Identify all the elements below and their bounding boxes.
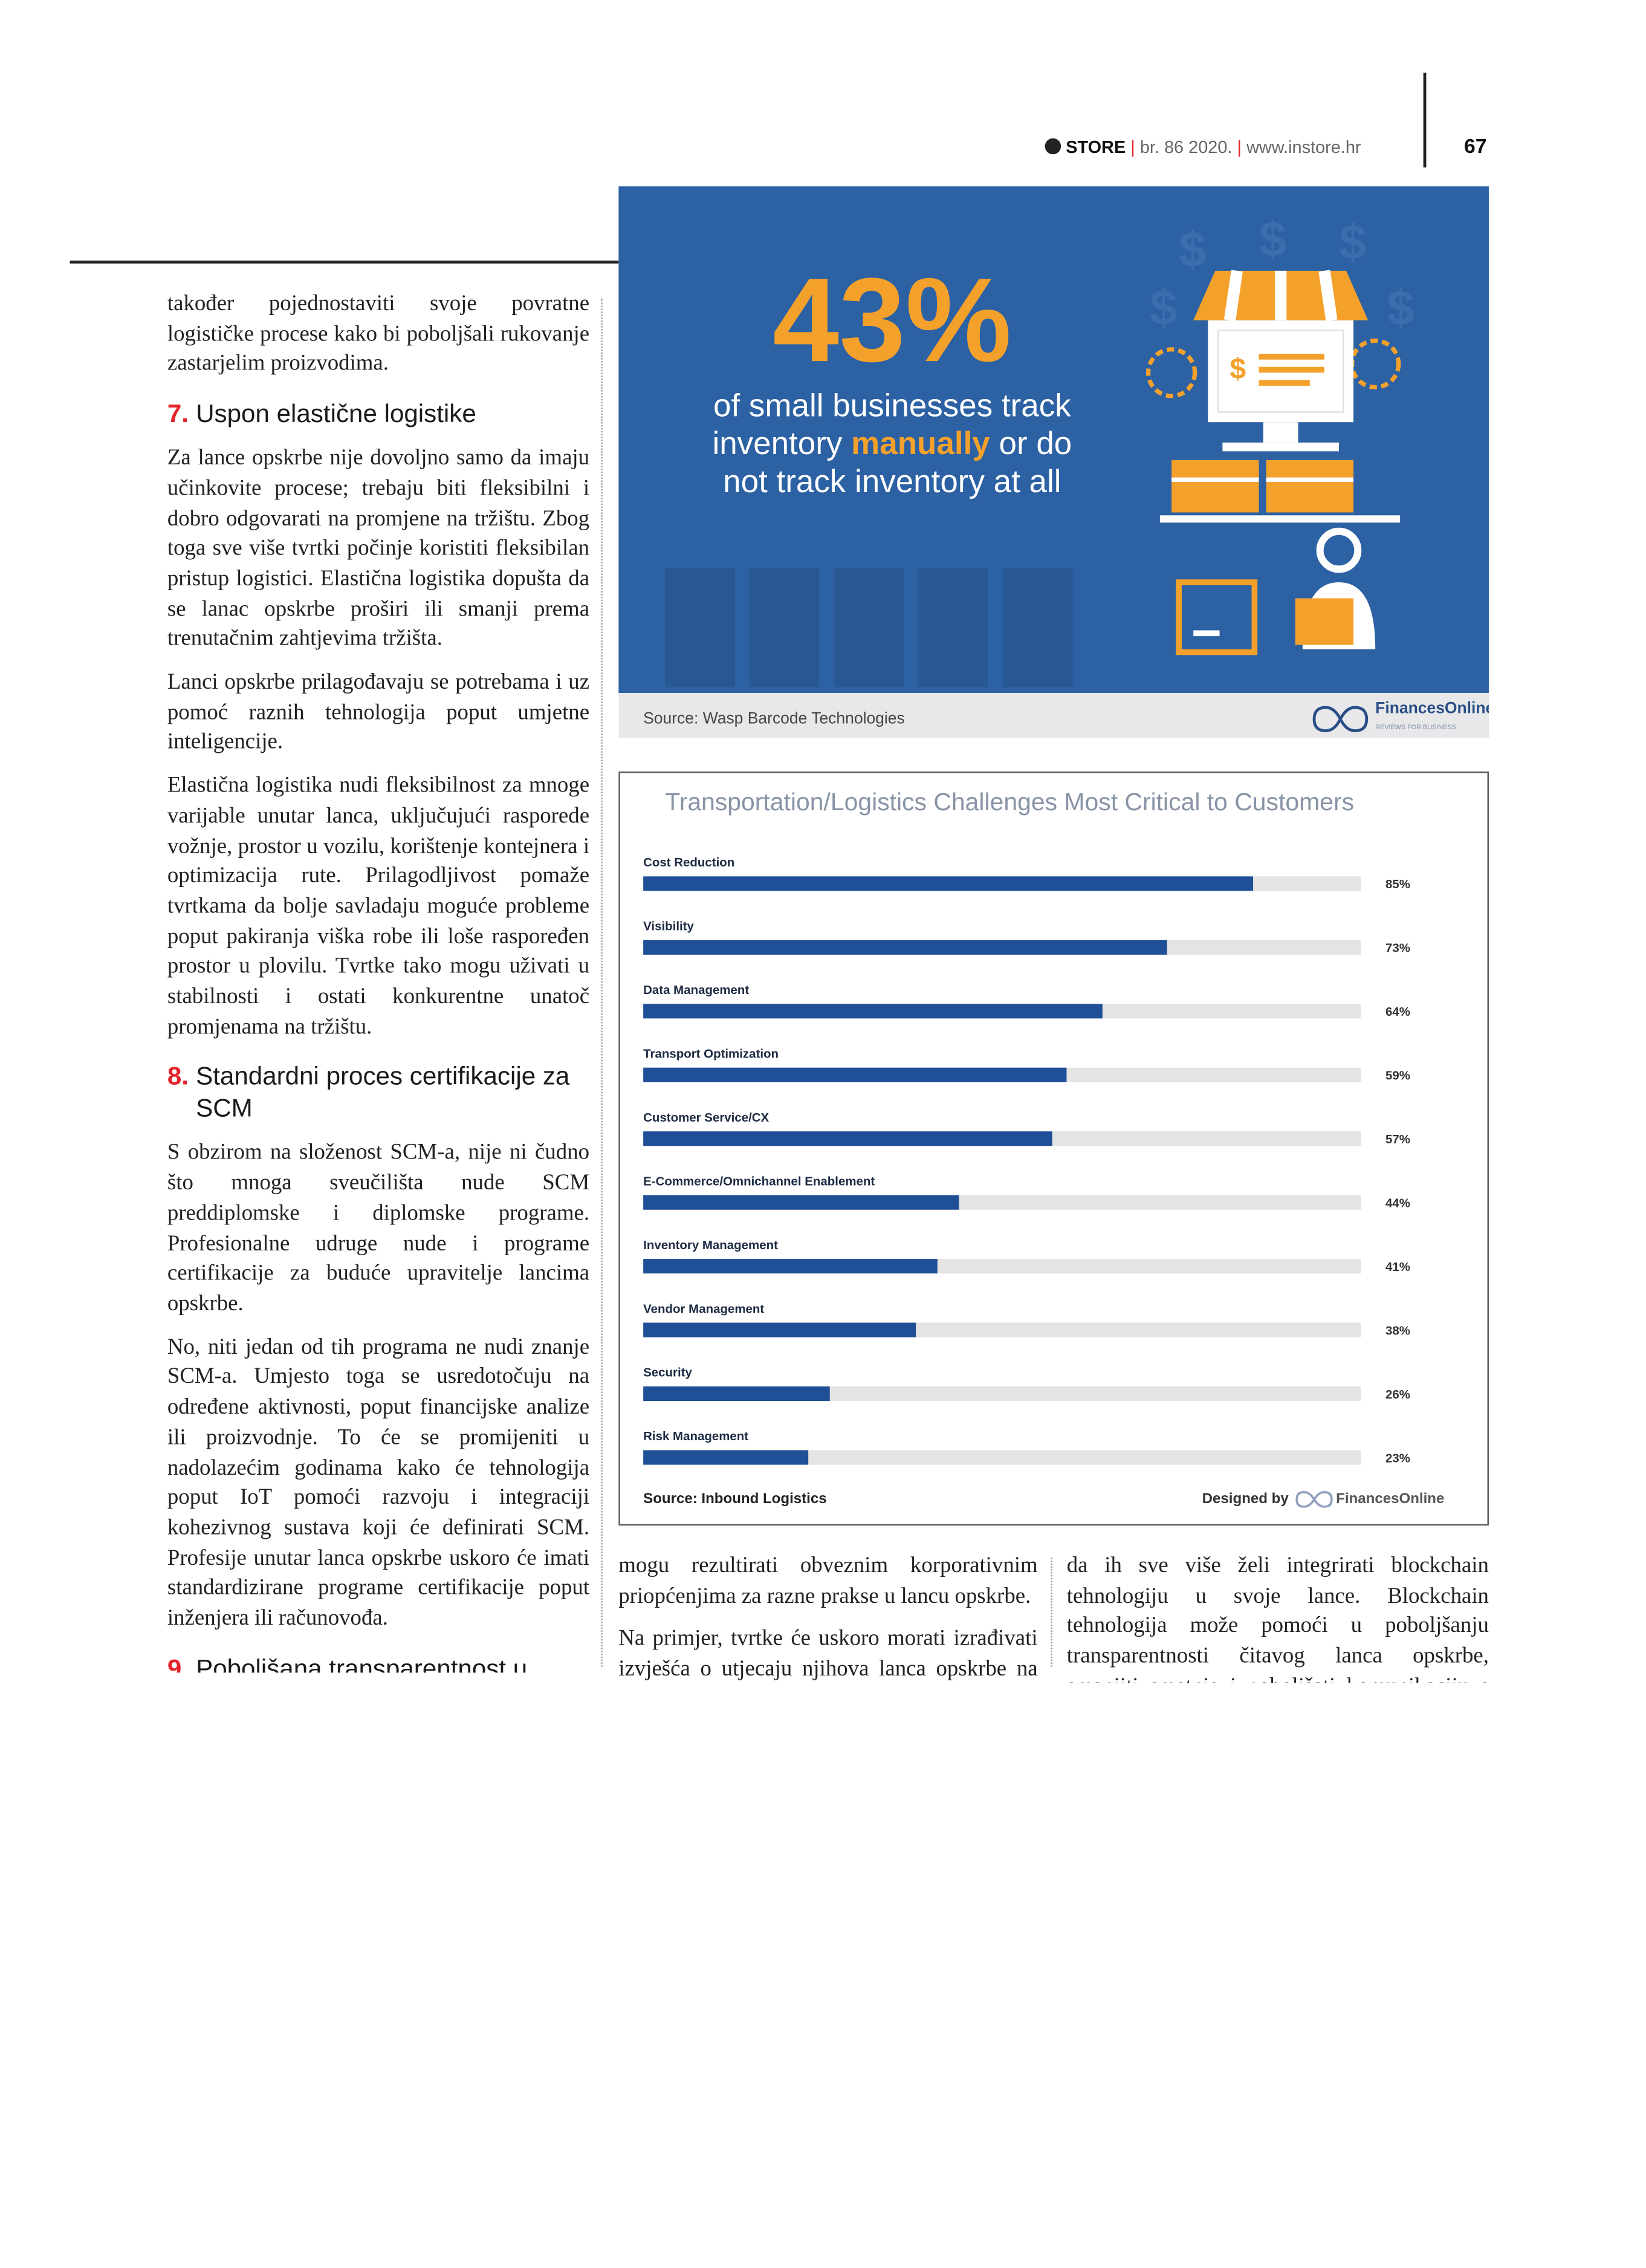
value-label: 23% — [1385, 1451, 1410, 1465]
website: www.instore.hr — [1246, 137, 1361, 158]
heading-text-wrap: Standardni proces certifikacije za SCM — [196, 1061, 589, 1125]
logo-tagline: REVIEWS FOR BUSINESS — [1375, 724, 1456, 731]
category-label: Customer Service/CX — [643, 1111, 769, 1125]
caption: of small businesses track inventory manu… — [710, 387, 1074, 501]
issue: br. 86 2020. — [1139, 137, 1233, 158]
bar — [643, 940, 1167, 955]
category-label: Transport Optimization — [643, 1047, 779, 1061]
bar — [643, 1386, 830, 1402]
bar — [643, 1067, 1067, 1082]
text-column: također pojednostaviti svoje povratne lo… — [167, 290, 590, 1673]
paragraph: da ih sve više želi integrirati blockcha… — [1066, 1553, 1489, 1683]
bar — [643, 1004, 1103, 1019]
svg-text:$: $ — [1339, 215, 1367, 270]
paragraph: No, niti jedan od tih programa ne nudi z… — [167, 1334, 590, 1631]
page-number: 67 — [1464, 134, 1487, 158]
category-label: Risk Management — [643, 1429, 748, 1443]
paragraph: Za lance opskrbe nije dovoljno samo da i… — [167, 445, 590, 651]
section-heading: 9. Poboljšana transparentnost u lancu ops… — [167, 1652, 589, 1672]
running-header: STORE | br. 86 2020. | www.instore.hr — [1045, 137, 1361, 157]
bar — [643, 1131, 1052, 1146]
top-rule — [70, 260, 619, 263]
category-label: Cost Reduction — [643, 856, 734, 869]
brand-icon — [1045, 138, 1061, 155]
category-label: Visibility — [643, 920, 694, 934]
heading-number: 8. — [167, 1062, 189, 1091]
heading-text-wrap: Poboljšana transparentnost u lancu opskr… — [196, 1652, 589, 1672]
paragraph: također pojednostaviti svoje povratne lo… — [167, 291, 590, 377]
value-label: 59% — [1385, 1069, 1410, 1083]
header-rule — [1423, 73, 1426, 167]
svg-text:$: $ — [1259, 212, 1287, 267]
store-illustration: $ — [1145, 270, 1401, 655]
stat: 43% — [773, 253, 1011, 386]
bar — [643, 876, 1254, 891]
category-label: Inventory Management — [643, 1238, 778, 1252]
category-label: Data Management — [643, 983, 749, 997]
logo-icon — [1312, 706, 1369, 733]
bar — [643, 1259, 938, 1274]
value-label: 44% — [1385, 1196, 1410, 1210]
svg-text:$: $ — [1387, 281, 1414, 336]
brand: STORE — [1066, 137, 1126, 158]
text-column: mogu rezultirati obveznim korporativnim … — [618, 1552, 1037, 1683]
heading-text: Uspon elastične logistike — [196, 398, 476, 429]
paragraph: S obzirom na složenost SCM-a, nije ni ču… — [167, 1140, 590, 1316]
chart-title: Transportation/Logistics Challenges Most… — [665, 788, 1354, 816]
heading-number: 9. — [167, 1653, 189, 1673]
heading-text-wrap: Uspon elastične logistike — [196, 398, 476, 430]
value-label: 57% — [1385, 1132, 1410, 1146]
text-column: da ih sve više želi integrirati blockcha… — [1067, 1552, 1489, 1683]
credit-brand: FinancesOnline — [1336, 1490, 1444, 1507]
paragraph: Lanci opskrbe prilagođavaju se potrebama… — [167, 669, 590, 755]
heading-number: 7. — [167, 398, 189, 429]
bar — [643, 1195, 959, 1210]
category-label: E-Commerce/Omnichannel Enablement — [643, 1174, 875, 1188]
paragraph: mogu rezultirati obveznim korporativnim … — [618, 1553, 1038, 1608]
dollar-signs: $ $ $$$ — [1150, 212, 1414, 336]
chart-source: Source: Inbound Logistics — [643, 1490, 826, 1507]
svg-text:$: $ — [1150, 281, 1178, 336]
caption-box: of small businesses track inventory manu… — [710, 387, 1074, 501]
bar — [643, 1322, 916, 1337]
credit-prefix: Designed by — [1202, 1490, 1289, 1507]
value-label: 26% — [1385, 1388, 1410, 1402]
category-label: Security — [643, 1366, 692, 1380]
bar-chart: Transportation/Logistics Challenges Most… — [618, 772, 1489, 1526]
caption-text: of small businesses track inventory — [712, 387, 1071, 462]
value-label: 73% — [1385, 941, 1410, 955]
bar — [643, 1450, 809, 1465]
heading-text: Poboljšana transparentnost u lancu opskr… — [196, 1653, 528, 1673]
column-rule — [601, 298, 603, 1667]
caption-highlight: manually — [851, 425, 990, 462]
value-label: 85% — [1385, 877, 1410, 891]
category-label: Vendor Management — [643, 1302, 764, 1316]
value-label: 41% — [1385, 1260, 1410, 1274]
value-label: 38% — [1385, 1324, 1410, 1337]
value-label: 64% — [1385, 1005, 1410, 1019]
logo: FinancesOnline — [1375, 699, 1489, 717]
heading-text: Standardni proces certifikacije za SCM — [196, 1062, 570, 1123]
separator: | — [1237, 137, 1242, 158]
paragraph: Na primjer, tvrtke će uskoro morati izra… — [618, 1626, 1038, 1682]
credit-icon — [1295, 1490, 1333, 1508]
separator: | — [1130, 137, 1135, 158]
paragraph: Elastična logistika nudi fleksibilnost z… — [167, 773, 590, 1039]
caption-text: or do not track inventory at all — [723, 425, 1072, 499]
section-heading: 8. Standardni proces certifikacije za SCM — [167, 1061, 589, 1125]
svg-text:$: $ — [1179, 223, 1207, 278]
column-rule — [1051, 1558, 1052, 1667]
source: Source: Wasp Barcode Technologies — [643, 709, 905, 727]
background-racks — [665, 567, 1073, 687]
section-heading: 7. Uspon elastične logistike — [167, 398, 589, 430]
svg-text:$: $ — [1230, 353, 1246, 385]
infographic: $ $ $$$ $ 43% of small businesses track in… — [618, 186, 1489, 738]
